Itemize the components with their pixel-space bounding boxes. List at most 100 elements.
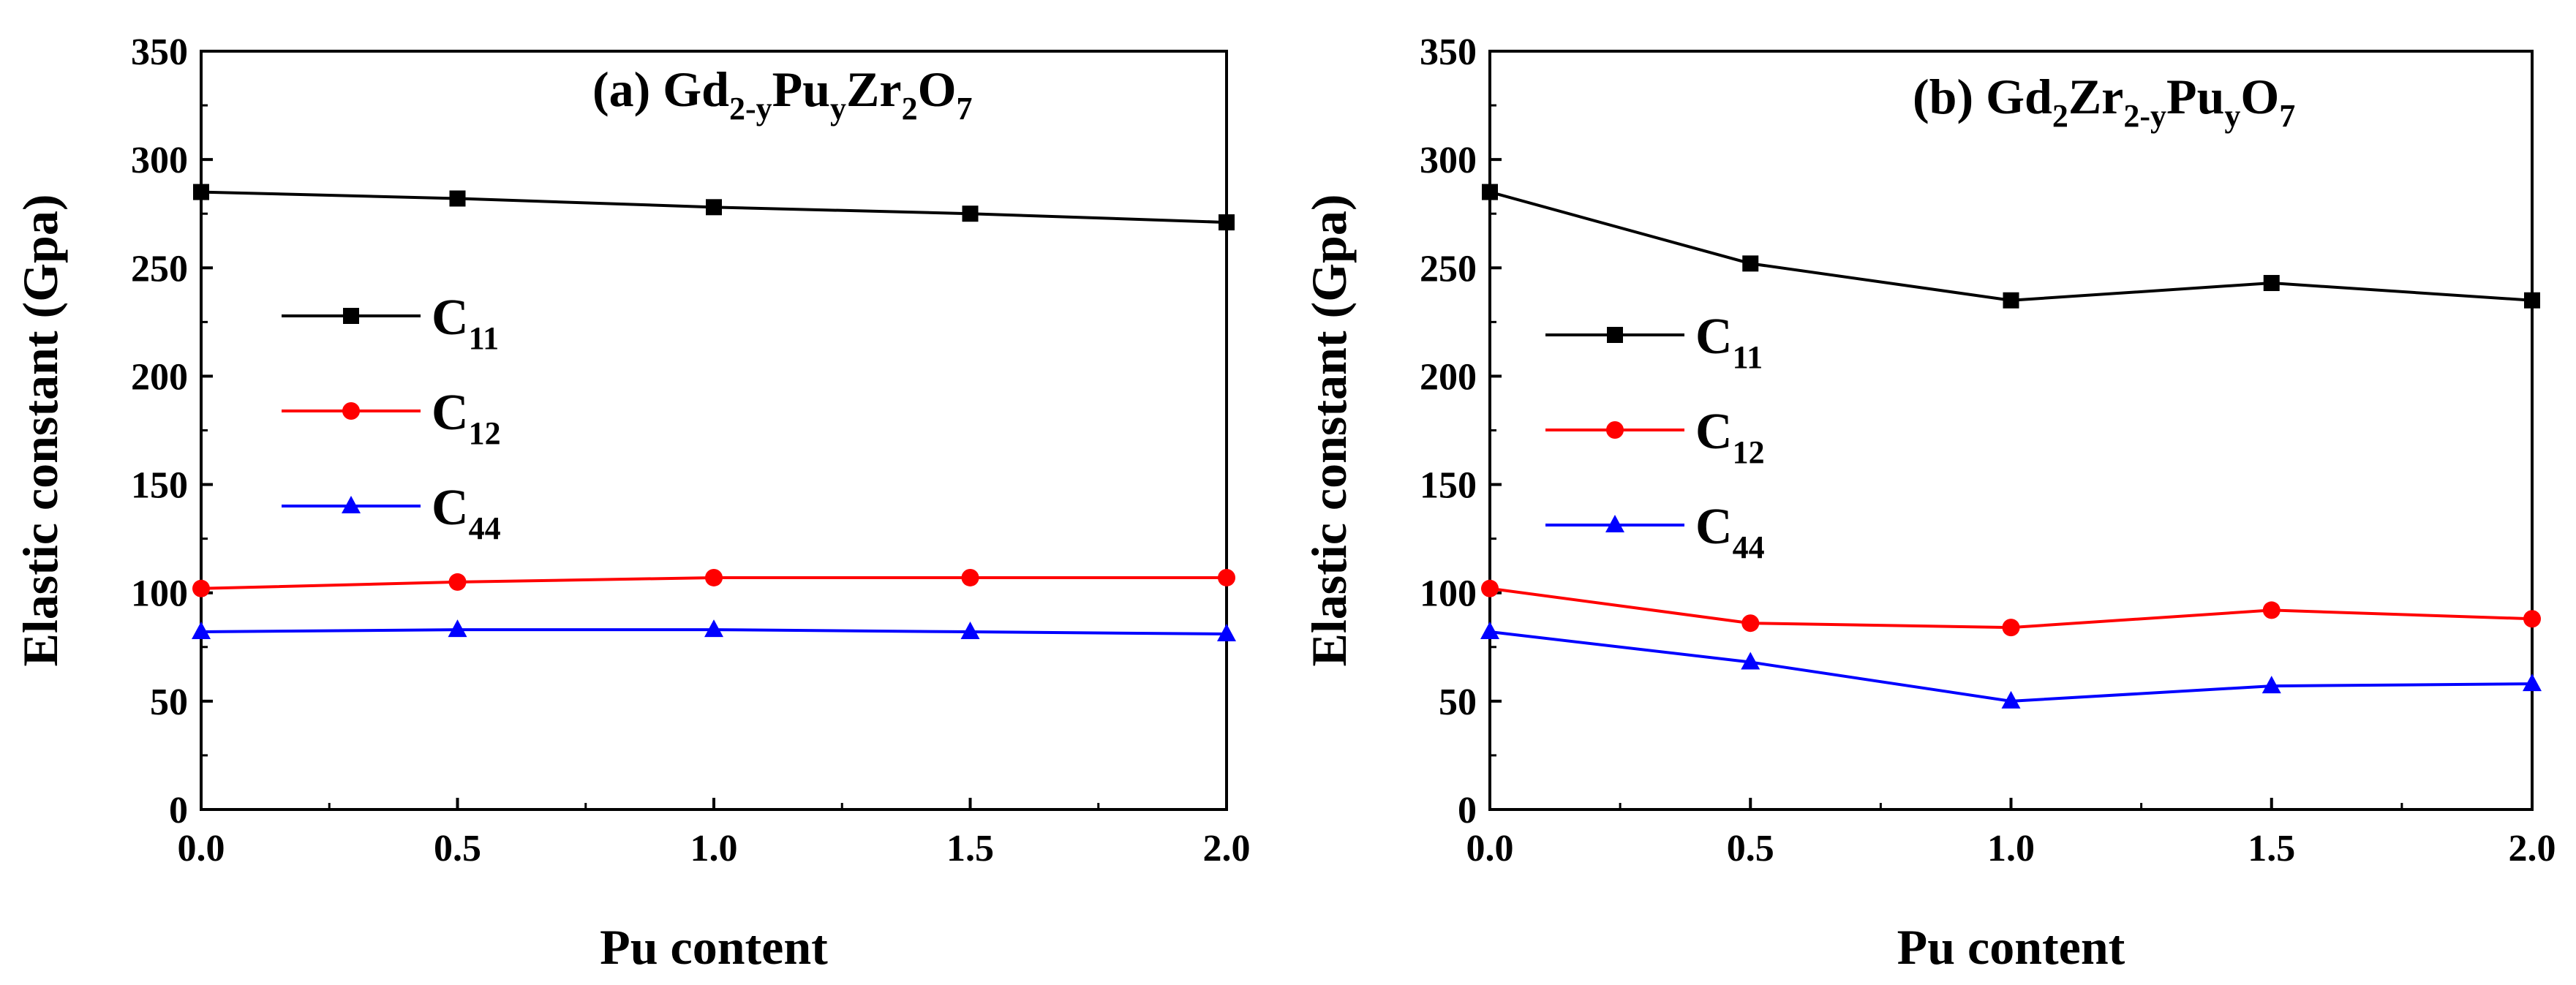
title-subscript: 2: [902, 91, 918, 127]
title-subscript: 2: [2052, 98, 2068, 134]
legend-label-subscript: 12: [1733, 434, 1765, 470]
data-point-C11: [706, 199, 722, 216]
y-tick-label: 0: [1458, 790, 1477, 831]
data-point-C44: [960, 622, 980, 640]
legend-label-subscript: 11: [1733, 339, 1763, 375]
legend-label-base: C: [1695, 309, 1733, 365]
legend-label: C11: [1695, 309, 1763, 375]
title-text: Pu: [772, 61, 830, 117]
x-tick-label: 1.5: [946, 828, 994, 869]
title-text: Zr: [846, 61, 902, 117]
x-axis-label: Pu content: [600, 919, 828, 975]
data-point-C12: [2002, 619, 2020, 637]
data-point-C11: [2003, 292, 2019, 309]
legend-marker: [1607, 327, 1623, 343]
data-point-C11: [449, 190, 466, 207]
legend-label-subscript: 11: [469, 320, 500, 356]
legend-marker: [343, 308, 359, 324]
y-tick-label: 50: [150, 682, 188, 723]
x-tick-label: 2.0: [1203, 828, 1251, 869]
series-line-C44: [1489, 630, 2533, 703]
series-C12: [1481, 579, 2541, 637]
x-tick-label: 0.5: [434, 828, 481, 869]
y-axis-label: Elastic constant (Gpa): [12, 195, 68, 667]
y-tick-label: 300: [131, 140, 188, 181]
legend-item-C44: C44: [1545, 499, 1765, 565]
legend-label-subscript: 12: [469, 415, 501, 451]
y-tick-label: 0: [169, 790, 188, 831]
data-point-C12: [2523, 610, 2541, 628]
panel-b: 0 50 100 150 200 250 300 350 0.0 0.5 1.0 1.5 2.0 Pu c…: [1301, 31, 2556, 975]
y-tick-label: 350: [131, 31, 188, 73]
data-point-C11: [193, 184, 209, 200]
legend-marker: [342, 496, 361, 513]
y-tick-label: 100: [1420, 573, 1477, 615]
title-text: Pu: [2166, 69, 2224, 124]
panel-a: 0 50 100 150 200 250 300 350 0.0 0.5 1.0 1.5 2.0 Pu c…: [12, 31, 1251, 975]
data-point-C11: [2263, 275, 2280, 292]
series-C12: [192, 568, 1235, 597]
title-subscript: y: [2224, 98, 2240, 134]
data-point-C44: [1480, 622, 1499, 640]
data-point-C44: [2001, 690, 2021, 709]
data-point-C11: [1742, 255, 1759, 272]
x-tick-label: 2.0: [2509, 828, 2556, 869]
x-tick-label: 1.5: [2248, 828, 2295, 869]
legend-item-C11: C11: [1545, 309, 1763, 375]
data-point-C44: [448, 619, 467, 638]
y-tick-label: 150: [1420, 465, 1477, 507]
legend-item-C12: C12: [1545, 404, 1765, 470]
data-point-C12: [448, 573, 467, 591]
data-point-C44: [1217, 624, 1236, 642]
y-tick-label: 50: [1439, 682, 1477, 723]
title-subscript: 7: [2279, 98, 2295, 134]
legend-marker: [1606, 421, 1624, 439]
data-point-C12: [2262, 601, 2281, 619]
legend-label-subscript: 44: [469, 510, 501, 546]
title-subscript: y: [830, 91, 846, 127]
x-tick-label: 1.0: [1987, 828, 2035, 869]
x-tick-label: 0.5: [1727, 828, 1774, 869]
data-point-C44: [2523, 673, 2542, 692]
legend-label-base: C: [432, 480, 469, 536]
legend-label-base: C: [1695, 404, 1733, 460]
legend-label-base: C: [1695, 499, 1733, 555]
title-subscript: 2-y: [2123, 98, 2166, 134]
data-point-C12: [961, 568, 979, 586]
legend-marker: [342, 402, 360, 420]
legend-item-C11: C11: [282, 290, 499, 356]
y-tick-label: 300: [1420, 140, 1477, 181]
title-text: O: [2240, 69, 2279, 124]
data-point-C11: [1219, 214, 1235, 231]
data-point-C44: [2261, 676, 2281, 694]
data-point-C44: [192, 622, 211, 640]
legend-label-base: C: [432, 385, 469, 441]
series-line-C11: [1489, 190, 2533, 302]
data-point-C44: [1741, 652, 1760, 670]
data-point-C12: [705, 568, 723, 586]
legend-label: C12: [432, 385, 501, 451]
x-tick-label: 0.0: [178, 828, 225, 869]
y-tick-label: 200: [1420, 356, 1477, 398]
legend-item-C12: C12: [282, 385, 501, 451]
data-point-C44: [704, 619, 723, 638]
y-tick-label: 250: [131, 248, 188, 290]
plot-frame: [200, 50, 1228, 811]
legend-label-subscript: 44: [1733, 529, 1765, 565]
title-text: (a) Gd: [592, 61, 729, 117]
title-subscript: 7: [956, 91, 972, 127]
x-tick-label: 0.0: [1466, 828, 1514, 869]
title-text: (b) Gd: [1913, 69, 2052, 124]
data-point-C11: [962, 205, 979, 222]
series-C11: [1482, 184, 2540, 309]
y-tick-label: 350: [1420, 31, 1477, 73]
data-point-C11: [1482, 184, 1498, 200]
y-axis-label: Elastic constant (Gpa): [1301, 195, 1357, 667]
legend-marker: [1605, 515, 1624, 532]
y-tick-label: 100: [131, 573, 188, 615]
title-text: Zr: [2068, 69, 2124, 124]
data-point-C12: [192, 579, 210, 597]
title-subscript: 2-y: [729, 91, 772, 127]
legend-label: C44: [1695, 499, 1765, 565]
